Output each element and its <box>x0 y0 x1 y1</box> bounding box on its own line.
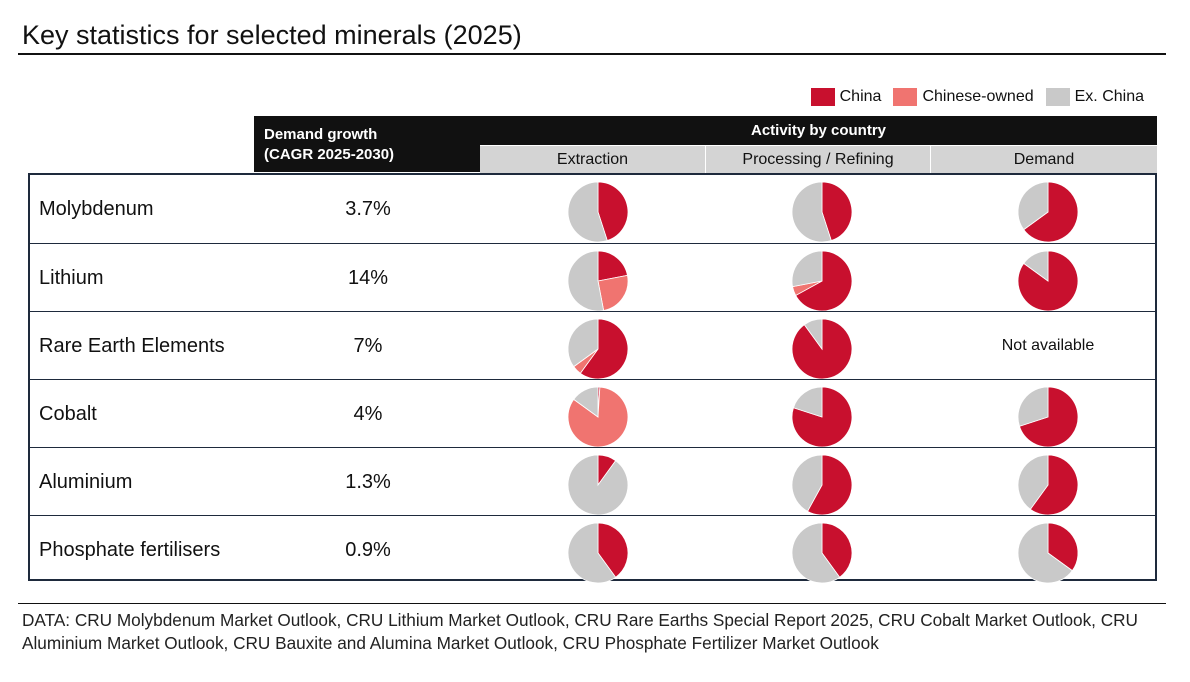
demand-growth-value: 7% <box>353 335 383 357</box>
demand-growth-value: 1.3% <box>345 471 391 493</box>
pie-processing-refining <box>791 454 853 516</box>
mineral-name: Lithium <box>39 267 104 289</box>
pie-demand <box>1017 454 1079 516</box>
legend-swatch-ex-china <box>1045 88 1070 106</box>
legend-swatch-china <box>810 88 835 106</box>
demand-growth-value: 0.9% <box>345 539 391 561</box>
pie-slice-ex-china <box>1017 454 1049 510</box>
mineral-name: Molybdenum <box>39 198 154 220</box>
pie-processing-refining <box>791 318 853 380</box>
not-available-label: Not available <box>1001 337 1095 354</box>
pie-slice-ex-china <box>567 318 599 368</box>
pie-slice-ex-china <box>1023 250 1049 282</box>
pie-slice-ex-china <box>567 250 605 312</box>
pie-slice-ex-china <box>573 386 599 418</box>
chart-title: Key statistics for selected minerals (20… <box>22 20 522 50</box>
title-divider <box>18 53 1166 55</box>
pie-extraction <box>567 386 629 448</box>
legend: China Chinese-owned Ex. China <box>0 88 1144 106</box>
mineral-name: Rare Earth Elements <box>39 335 225 357</box>
pie-slice-china <box>597 250 628 282</box>
source-note: DATA: CRU Molybdenum Market Outlook, CRU… <box>22 610 1138 653</box>
pie-extraction <box>567 522 629 584</box>
pie-slice-china <box>1018 386 1079 448</box>
legend-label-chinese-owned: Chinese-owned <box>922 88 1034 105</box>
table-row: Cobalt 4% <box>30 379 1155 448</box>
pie-processing-refining <box>791 386 853 448</box>
legend-label-ex-china: Ex. China <box>1074 88 1144 105</box>
pie-demand <box>1017 522 1079 584</box>
pie-extraction <box>567 181 629 243</box>
table-row: Aluminium 1.3% <box>30 447 1155 516</box>
demand-growth-value: 4% <box>353 403 383 425</box>
table-row: Lithium 14% <box>30 243 1155 312</box>
legend-item-chinese-owned: Chinese-owned <box>893 88 1034 106</box>
pie-demand <box>1017 250 1079 312</box>
legend-item-china: China <box>810 88 882 106</box>
pie-slice-china <box>597 181 629 242</box>
pie-processing-refining <box>791 250 853 312</box>
pie-slice-china <box>807 454 853 516</box>
demand-growth-header-line1: Demand growth <box>264 126 378 143</box>
demand-growth-header-line2: (CAGR 2025-2030) <box>264 146 395 163</box>
pie-slice-ex-china <box>567 522 617 584</box>
pie-processing-refining <box>791 522 853 584</box>
pie-processing-refining <box>791 181 853 243</box>
pie-slice-ex-china <box>567 454 629 516</box>
pie-demand <box>1017 181 1079 243</box>
source-divider <box>18 603 1166 604</box>
pie-slice-ex-china <box>1017 386 1049 427</box>
pie-slice-ex-china <box>1017 181 1049 231</box>
pie-slice-ex-china <box>791 522 841 584</box>
pie-slice-ex-china <box>803 318 823 351</box>
pie-slice-china <box>821 181 853 242</box>
pie-extraction <box>567 250 629 312</box>
pie-slice-china <box>597 522 629 578</box>
pie-slice-ex-china <box>791 454 823 512</box>
legend-label-china: China <box>839 88 882 105</box>
mineral-name: Aluminium <box>39 471 133 493</box>
minerals-table: Molybdenum 3.7% Lithium 14% Rare Earth Eleme… <box>28 173 1157 584</box>
table-row: Molybdenum 3.7% <box>30 175 1155 243</box>
pie-slice-china <box>1023 181 1079 243</box>
pie-slice-ex-china <box>1017 522 1073 584</box>
pie-slice-china <box>821 522 853 578</box>
legend-swatch-chinese-owned <box>893 88 918 106</box>
table-row: Rare Earth Elements 7% Not available <box>30 311 1155 380</box>
column-header-demand: Demand <box>931 146 1157 173</box>
demand-growth-value: 14% <box>347 267 389 289</box>
pie-slice-ex-china <box>791 250 823 288</box>
pie-slice-china <box>791 386 853 448</box>
pie-slice-ex-china <box>792 386 823 418</box>
mineral-name: Phosphate fertilisers <box>39 539 221 561</box>
activity-by-country-header: Activity by country <box>480 116 1157 145</box>
table-row: Phosphate fertilisers 0.9% <box>30 515 1155 584</box>
pie-slice-china <box>795 250 853 312</box>
pie-slice-china <box>1047 522 1079 572</box>
pie-slice-china <box>579 318 629 380</box>
demand-growth-header: Demand growth (CAGR 2025-2030) <box>254 116 480 172</box>
pie-demand <box>1017 386 1079 448</box>
pie-slice-china <box>1029 454 1079 516</box>
pie-extraction <box>567 318 629 380</box>
legend-item-ex-china: Ex. China <box>1045 88 1144 106</box>
pie-slice-ex-china <box>567 181 608 243</box>
column-header-processing: Processing / Refining <box>706 146 930 173</box>
mineral-name: Cobalt <box>39 403 97 425</box>
pie-extraction <box>567 454 629 516</box>
column-header-extraction: Extraction <box>480 146 705 173</box>
pie-slice-chinese-owned <box>597 274 629 311</box>
demand-growth-value: 3.7% <box>345 198 391 220</box>
pie-slice-ex-china <box>791 181 832 243</box>
